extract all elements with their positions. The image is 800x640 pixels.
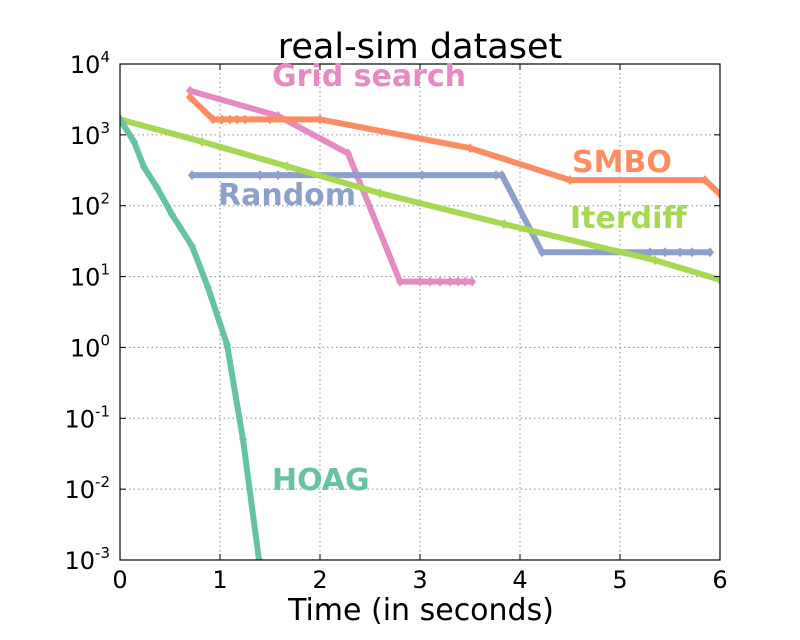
x-tick-label: 5 bbox=[612, 566, 627, 594]
data-point-random bbox=[646, 247, 654, 258]
x-axis-label: Time (in seconds) bbox=[287, 593, 554, 628]
data-point-smbo bbox=[466, 143, 474, 154]
data-point-hoag bbox=[120, 114, 124, 125]
series-label-iterdiff: Iterdiff bbox=[570, 201, 687, 236]
series-labels: Grid search SMBO Random Iterdiff HOAG bbox=[218, 59, 687, 498]
data-point-hoag bbox=[239, 434, 247, 445]
data-point-smbo bbox=[241, 114, 249, 125]
data-point-smbo bbox=[226, 114, 234, 125]
series-label-random: Random bbox=[218, 178, 356, 213]
grid-lines bbox=[120, 64, 720, 560]
data-point-hoag bbox=[168, 209, 176, 220]
data-point-hoag bbox=[153, 182, 161, 193]
data-point-grid-search bbox=[396, 276, 404, 287]
data-point-random bbox=[676, 247, 684, 258]
series-line-hoag bbox=[120, 116, 262, 560]
data-point-hoag bbox=[130, 136, 138, 147]
data-point-grid-search bbox=[416, 276, 424, 287]
y-tick-label: 101 bbox=[70, 261, 110, 292]
data-point-random bbox=[256, 170, 264, 181]
data-point-hoag bbox=[255, 555, 263, 560]
data-point-grid-search bbox=[436, 276, 444, 287]
data-point-random bbox=[498, 170, 506, 181]
x-axis: 0 1 2 3 4 5 6 bbox=[112, 64, 728, 594]
y-tick-label: 100 bbox=[70, 331, 110, 362]
data-point-smbo bbox=[701, 175, 709, 186]
chart-title: real-sim dataset bbox=[278, 27, 562, 67]
data-point-hoag bbox=[188, 241, 196, 252]
x-tick-label: 2 bbox=[312, 566, 327, 594]
x-tick-label: 4 bbox=[512, 566, 527, 594]
data-point-random bbox=[706, 247, 714, 258]
data-point-grid-search bbox=[344, 148, 352, 159]
x-tick-label: 1 bbox=[212, 566, 227, 594]
data-point-hoag bbox=[204, 282, 212, 293]
x-tick-label: 0 bbox=[112, 566, 127, 594]
data-point-smbo bbox=[186, 92, 194, 103]
data-point-iterdiff bbox=[500, 219, 508, 230]
data-point-random bbox=[661, 247, 669, 258]
data-point-grid-search bbox=[461, 276, 469, 287]
data-point-smbo bbox=[233, 114, 241, 125]
data-point-grid-search bbox=[446, 276, 454, 287]
y-tick-label: 10-2 bbox=[64, 473, 110, 504]
y-axis: 10-3 10-2 10-1 100 101 102 103 104 bbox=[64, 48, 720, 575]
data-point-iterdiff bbox=[651, 255, 659, 266]
data-point-smbo bbox=[218, 114, 226, 125]
x-tick-label: 6 bbox=[712, 566, 727, 594]
data-point-random bbox=[492, 170, 500, 181]
data-point-smbo bbox=[266, 114, 274, 125]
data-point-iterdiff bbox=[716, 274, 720, 285]
data-point-iterdiff bbox=[198, 136, 206, 147]
data-point-random bbox=[274, 170, 282, 181]
data-point-random bbox=[188, 170, 196, 181]
x-tick-label: 3 bbox=[412, 566, 427, 594]
data-point-grid-search bbox=[468, 276, 476, 287]
series-label-smbo: SMBO bbox=[572, 145, 672, 180]
data-point-smbo bbox=[316, 114, 324, 125]
data-point-smbo bbox=[716, 189, 720, 200]
series-label-grid-search: Grid search bbox=[272, 59, 466, 94]
y-tick-label: 10-1 bbox=[64, 402, 110, 433]
series-layer bbox=[120, 85, 720, 560]
data-point-grid-search bbox=[454, 276, 462, 287]
y-tick-label: 103 bbox=[70, 119, 110, 150]
data-point-iterdiff bbox=[376, 188, 384, 199]
series-iterdiff bbox=[120, 114, 720, 285]
data-point-grid-search bbox=[426, 276, 434, 287]
data-point-smbo bbox=[209, 114, 217, 125]
y-tick-label: 104 bbox=[70, 48, 110, 79]
data-point-random bbox=[418, 170, 426, 181]
series-smbo bbox=[186, 92, 720, 200]
data-point-grid-search bbox=[186, 85, 194, 96]
data-point-smbo bbox=[566, 175, 574, 186]
series-label-hoag: HOAG bbox=[272, 463, 370, 498]
y-tick-label: 10-3 bbox=[64, 544, 110, 575]
data-point-hoag bbox=[140, 162, 148, 173]
y-tick-label: 102 bbox=[70, 190, 110, 221]
data-point-hoag bbox=[223, 339, 231, 350]
series-random bbox=[188, 170, 714, 258]
data-point-iterdiff bbox=[283, 161, 291, 172]
data-point-random bbox=[688, 247, 696, 258]
data-point-random bbox=[538, 247, 546, 258]
series-hoag bbox=[120, 114, 263, 560]
